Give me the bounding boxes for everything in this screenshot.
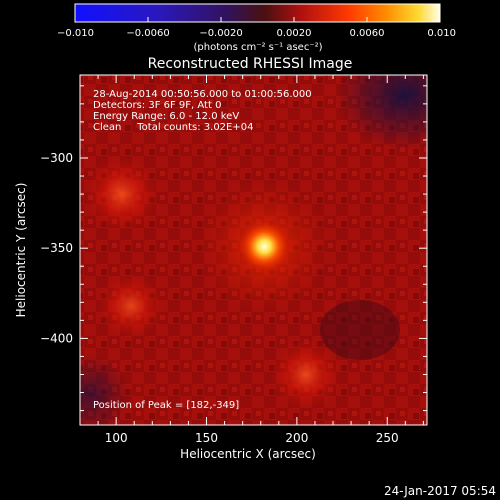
- timestamp: 24-Jan-2017 05:54: [384, 484, 496, 498]
- annotation-time-range: 28-Aug-2014 00:50:56.000 to 01:00:56.000: [93, 89, 312, 100]
- y-axis: −300 −350 −400: [40, 85, 427, 412]
- y-tick-label: −300: [40, 151, 73, 165]
- x-tick-label: 150: [195, 431, 218, 445]
- secondary-source: [269, 338, 342, 411]
- colorbar-tick-label: −0.0020: [199, 28, 242, 39]
- y-tick-label: −400: [40, 331, 73, 345]
- y-axis-label: Heliocentric Y (arcsec): [14, 183, 28, 318]
- annotation-energy-range: Energy Range: 6.0 - 12.0 keV: [93, 111, 239, 122]
- colorbar-tick-label: 0.010: [427, 28, 456, 39]
- x-tick-label: 200: [285, 431, 308, 445]
- peak-position-label: Position of Peak = [182,-349]: [93, 400, 239, 411]
- colorbar-tick-label: −0.010: [57, 28, 94, 39]
- x-axis-label: Heliocentric X (arcsec): [180, 447, 316, 461]
- colorbar-tick-label: 0.0020: [277, 28, 312, 39]
- x-axis: 100 150 200 250: [79, 75, 424, 445]
- colorbar-unit-label: (photons cm⁻² s⁻¹ asec⁻²): [193, 42, 322, 53]
- x-tick-label: 100: [105, 431, 128, 445]
- colorbar-ticks: −0.010 −0.0060 −0.0020 0.0020 0.0060 0.010: [57, 17, 456, 39]
- x-tick-label: 250: [376, 431, 399, 445]
- secondary-source: [96, 271, 165, 340]
- secondary-source: [83, 156, 160, 233]
- colorbar-tick-label: 0.0060: [350, 28, 385, 39]
- y-tick-label: −350: [40, 241, 73, 255]
- source-layer: [83, 156, 342, 411]
- annotation-clean-counts: Clean Total counts: 3.02E+04: [93, 122, 253, 133]
- heatmap-image: [80, 75, 427, 425]
- colorbar: [74, 3, 441, 23]
- plot-frame: [79, 74, 428, 426]
- peak-source: [238, 220, 291, 273]
- chart-title: Reconstructed RHESSI Image: [148, 56, 353, 72]
- colorbar-tick-label: −0.0060: [126, 28, 169, 39]
- annotation-detectors: Detectors: 3F 6F 9F, Att 0: [93, 100, 221, 111]
